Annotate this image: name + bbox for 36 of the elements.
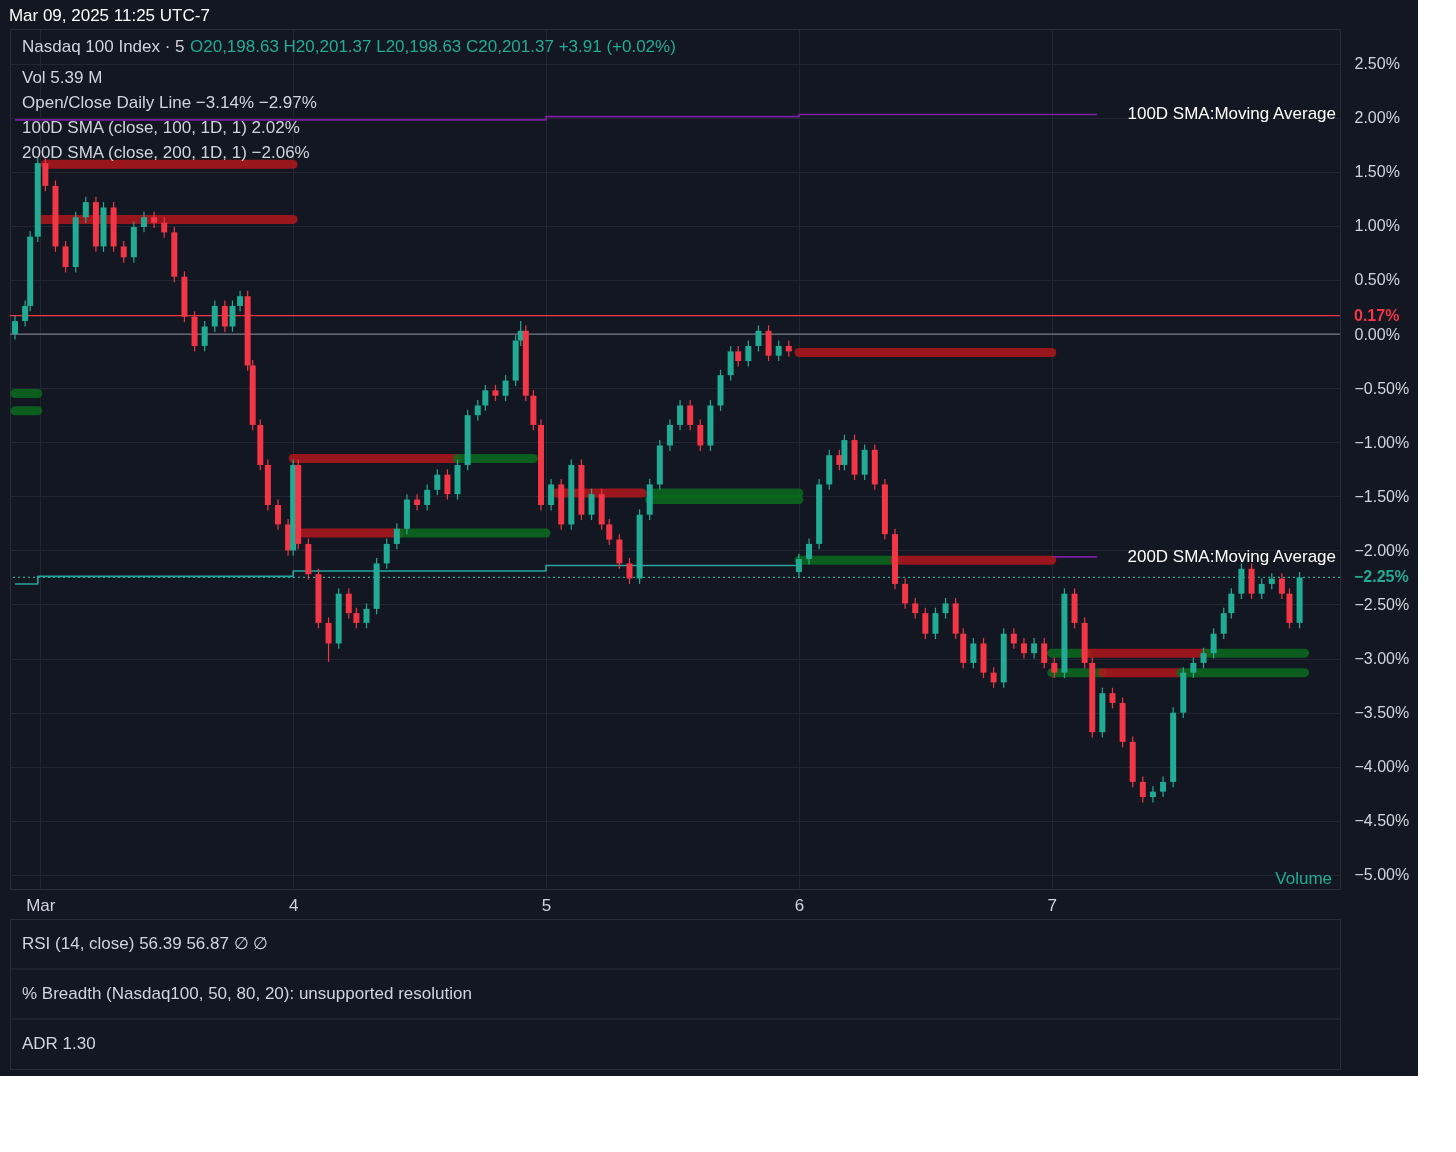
y-tick-label: −2.50% xyxy=(1354,596,1410,613)
annotation: 200D SMA (close, 200, 1D, 1) −2.06% xyxy=(22,143,310,162)
annotation: 200D SMA:Moving Average xyxy=(1127,546,1336,566)
ref-line-label: 0.17% xyxy=(1354,306,1400,324)
text: ADR 1.30 xyxy=(22,1034,96,1053)
annotation: O20,198.63 H20,201.37 L20,198.63 C20,201.37 +3.91 (+0.02%) xyxy=(190,37,676,56)
x-tick-label: 4 xyxy=(288,895,299,915)
y-tick-label: −4.00% xyxy=(1354,758,1410,776)
y-tick-label: −2.00% xyxy=(1354,541,1410,559)
text: RSI (14, close) 56.39 56.87 ∅ ∅ xyxy=(22,934,269,953)
chart-title: Nasdaq 100 Index · 5 xyxy=(22,37,185,56)
y-tick-label: −1.00% xyxy=(1354,433,1410,451)
annotation: Volume xyxy=(1275,869,1332,888)
y-tick-label: 0.00% xyxy=(1354,325,1400,343)
x-tick-label: 5 xyxy=(541,895,552,915)
y-tick-label: −5.00% xyxy=(1354,866,1410,884)
x-tick-label: 7 xyxy=(1047,895,1058,915)
y-tick-label: −3.50% xyxy=(1354,704,1410,722)
ref-line-label: −2.25% xyxy=(1354,568,1409,586)
y-tick-label: −0.50% xyxy=(1354,379,1410,397)
annotation: Open/Close Daily Line −3.14% −2.97% xyxy=(22,93,317,112)
y-tick-label: 0.50% xyxy=(1354,271,1400,289)
y-tick-label: 1.50% xyxy=(1354,163,1400,181)
x-tick-label: 6 xyxy=(794,895,805,915)
y-tick-label: −4.50% xyxy=(1354,812,1410,830)
annotation: 100D SMA:Moving Average xyxy=(1127,104,1336,124)
annotation: Vol 5.39 M xyxy=(22,68,103,87)
y-tick-label: 2.50% xyxy=(1354,55,1400,73)
y-tick-label: 1.00% xyxy=(1354,217,1400,235)
annotation: 100D SMA (close, 100, 1D, 1) 2.02% xyxy=(22,118,300,137)
y-tick-label: −1.50% xyxy=(1354,487,1410,505)
y-tick-label: 2.00% xyxy=(1354,109,1400,127)
text: Mar 09, 2025 11:25 UTC-7 xyxy=(8,5,210,25)
x-tick-label: Mar xyxy=(26,895,56,915)
y-tick-label: −3.00% xyxy=(1354,650,1410,668)
text: % Breadth (Nasdaq100, 50, 80, 20): unsupported resolution xyxy=(22,984,472,1003)
